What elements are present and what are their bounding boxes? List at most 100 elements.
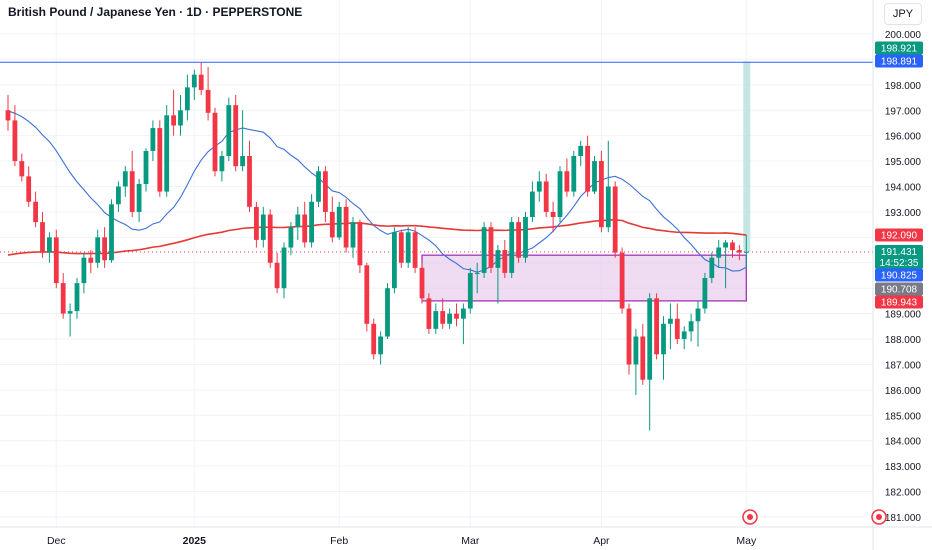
candle-body[interactable] — [185, 87, 190, 111]
candle-body[interactable] — [640, 336, 646, 380]
candle-body[interactable] — [654, 298, 659, 355]
candle-body[interactable] — [19, 161, 25, 177]
candle-body[interactable] — [26, 176, 32, 202]
candle-body[interactable] — [702, 278, 708, 309]
candle-body[interactable] — [33, 201, 38, 223]
support-zone[interactable] — [421, 254, 747, 302]
candle-body[interactable] — [481, 227, 487, 273]
candle-body[interactable] — [571, 156, 577, 192]
candle-body[interactable] — [440, 311, 446, 324]
candle-body[interactable] — [136, 183, 142, 212]
candle-body[interactable] — [254, 206, 259, 240]
candle-body[interactable] — [357, 222, 363, 266]
candle-body[interactable] — [95, 237, 101, 263]
candle-body[interactable] — [122, 171, 128, 187]
candle-body[interactable] — [605, 186, 611, 228]
candle-body[interactable] — [129, 171, 135, 212]
candle-body[interactable] — [5, 110, 11, 121]
candle-body[interactable] — [530, 191, 535, 218]
candle-body[interactable] — [281, 247, 287, 289]
candle-body[interactable] — [60, 283, 66, 314]
candle-body[interactable] — [709, 257, 715, 279]
candle-body[interactable] — [198, 74, 204, 90]
candle-body[interactable] — [716, 247, 722, 258]
candle-body[interactable] — [619, 252, 625, 309]
alert-icon[interactable] — [742, 509, 758, 525]
candle-body[interactable] — [53, 237, 59, 284]
candle-body[interactable] — [398, 232, 404, 263]
candle-body[interactable] — [67, 311, 73, 314]
candle-body[interactable] — [212, 112, 218, 172]
candle-body[interactable] — [688, 321, 694, 332]
candle-body[interactable] — [461, 308, 466, 319]
candle-body[interactable] — [74, 283, 80, 312]
candle-body[interactable] — [668, 318, 673, 324]
candle-body[interactable] — [81, 257, 87, 284]
candle-body[interactable] — [40, 222, 45, 253]
candle-body[interactable] — [178, 110, 183, 126]
candle-body[interactable] — [695, 308, 701, 322]
candle-body[interactable] — [502, 250, 508, 273]
candle-body[interactable] — [578, 145, 584, 157]
candle-body[interactable] — [633, 336, 639, 365]
candle-body[interactable] — [543, 181, 549, 212]
candle-body[interactable] — [626, 308, 632, 365]
candle-body[interactable] — [191, 74, 197, 88]
candle-body[interactable] — [405, 232, 411, 263]
candle-body[interactable] — [316, 171, 321, 202]
candle-body[interactable] — [681, 331, 687, 340]
candle-body[interactable] — [674, 318, 680, 340]
candle-body[interactable] — [171, 115, 176, 126]
symbol-title[interactable]: British Pound / Japanese Yen · 1D · PEPP… — [8, 5, 303, 19]
candle-body[interactable] — [150, 128, 156, 151]
axis-alert-icon[interactable] — [871, 509, 887, 525]
candle-body[interactable] — [474, 272, 480, 274]
candle-body[interactable] — [661, 323, 666, 355]
candle-body[interactable] — [88, 257, 94, 263]
candle-body[interactable] — [385, 288, 390, 337]
candle-body[interactable] — [336, 206, 342, 238]
candle-body[interactable] — [102, 237, 107, 261]
candle-body[interactable] — [412, 232, 418, 268]
candle-body[interactable] — [647, 298, 653, 380]
candle-body[interactable] — [523, 217, 528, 258]
candle-body[interactable] — [585, 145, 590, 192]
candle-body[interactable] — [516, 222, 521, 258]
candle-body[interactable] — [737, 250, 742, 253]
candle-body[interactable] — [309, 201, 314, 243]
candle-body[interactable] — [599, 161, 604, 228]
candle-body[interactable] — [364, 265, 370, 324]
candle-body[interactable] — [495, 250, 501, 268]
candle-body[interactable] — [419, 267, 425, 299]
candle-body[interactable] — [378, 336, 383, 355]
candle-body[interactable] — [350, 222, 356, 248]
candle-body[interactable] — [433, 311, 439, 329]
candle-body[interactable] — [536, 181, 542, 192]
currency-button[interactable]: JPY — [884, 3, 922, 25]
candle-body[interactable] — [392, 232, 397, 289]
candle-body[interactable] — [233, 105, 239, 167]
candle-body[interactable] — [371, 323, 377, 355]
candle-body[interactable] — [723, 242, 728, 248]
candle-body[interactable] — [612, 186, 618, 253]
candle-body[interactable] — [509, 222, 515, 273]
candle-body[interactable] — [247, 156, 252, 207]
candle-body[interactable] — [302, 214, 308, 243]
candle-body[interactable] — [454, 313, 459, 319]
candle-body[interactable] — [288, 227, 294, 248]
candle-body[interactable] — [592, 161, 597, 192]
candle-body[interactable] — [730, 242, 735, 251]
candle-body[interactable] — [164, 115, 170, 192]
candle-body[interactable] — [219, 156, 225, 172]
candle-body[interactable] — [447, 313, 452, 324]
candle-body[interactable] — [226, 105, 232, 157]
candle-body[interactable] — [343, 206, 349, 248]
candle-body[interactable] — [205, 89, 211, 113]
candle-body[interactable] — [467, 272, 473, 309]
candle-body[interactable] — [295, 214, 301, 228]
candle-body[interactable] — [488, 227, 494, 268]
candle-body[interactable] — [157, 128, 163, 192]
projection-box[interactable] — [743, 61, 751, 252]
candle-body[interactable] — [12, 120, 18, 162]
